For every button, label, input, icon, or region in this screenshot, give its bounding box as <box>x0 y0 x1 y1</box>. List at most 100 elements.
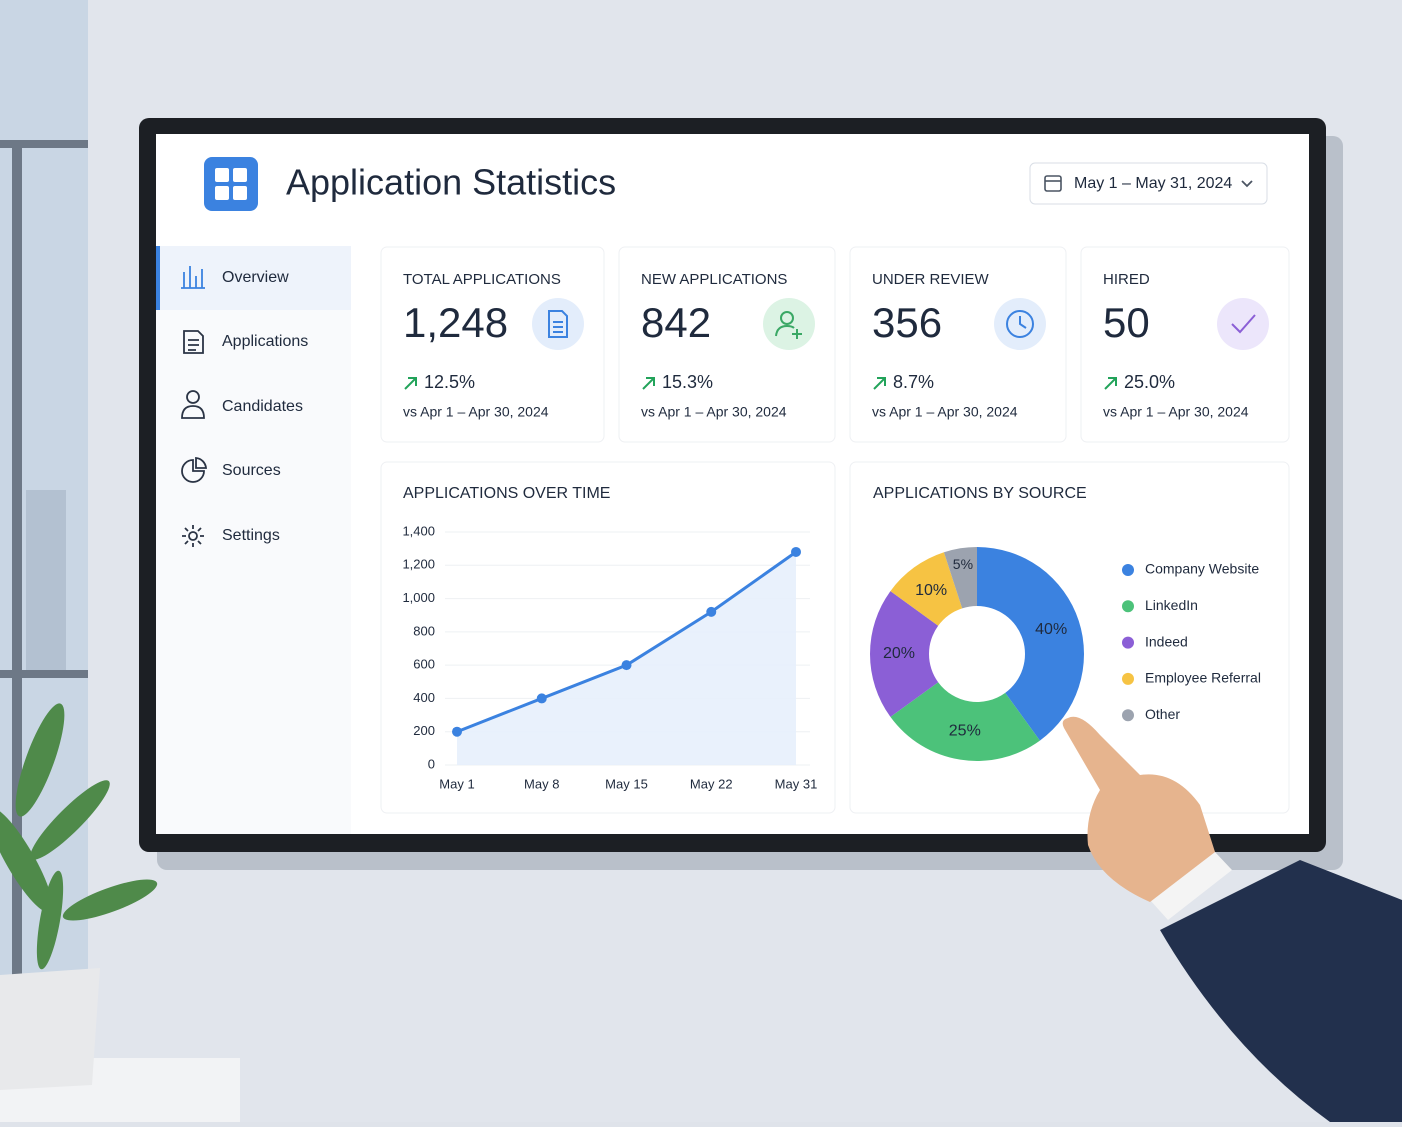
x-tick-label: May 22 <box>690 776 733 791</box>
stat-icon-glyph <box>775 311 802 339</box>
stat-comparison: vs Apr 1 – Apr 30, 2024 <box>641 404 787 420</box>
stat-change: 12.5% <box>424 372 475 392</box>
trend-arrow <box>404 377 417 390</box>
x-tick-label: May 8 <box>524 776 559 791</box>
stat-icon <box>1231 314 1256 334</box>
legend-swatch <box>1122 709 1134 722</box>
nav-item[interactable]: Overview <box>222 269 289 286</box>
stat-icon <box>775 311 802 339</box>
stat-icon <box>548 310 568 338</box>
trend-arrow <box>642 377 655 390</box>
x-tick-label: May 31 <box>775 776 818 791</box>
pie-slice <box>943 547 977 609</box>
stat-change: 8.7% <box>893 372 934 392</box>
nav-icon <box>181 457 207 483</box>
point <box>452 726 462 737</box>
date-range[interactable]: May 1 – May 31, 2024 <box>1074 175 1232 192</box>
window <box>0 0 88 1122</box>
nav-item[interactable]: Applications <box>222 333 308 350</box>
calendar-icon <box>1044 175 1062 192</box>
pie-slice <box>890 552 963 626</box>
chevron <box>1241 180 1253 188</box>
nav-item[interactable]: Settings <box>222 527 280 544</box>
stat-card <box>618 246 836 443</box>
pie-slice <box>977 547 1084 741</box>
stat-icon-glyph <box>548 310 568 338</box>
stat-card <box>380 246 605 443</box>
stat-icon-glyph <box>1006 310 1035 338</box>
point <box>621 660 632 671</box>
stat-comparison: vs Apr 1 – Apr 30, 2024 <box>872 404 1018 420</box>
slice-label: 10% <box>915 582 947 599</box>
pie-slice <box>890 682 1040 761</box>
stat-icon-glyph <box>1231 314 1256 334</box>
legend-swatch <box>1122 672 1134 685</box>
y-tick-label: 1,000 <box>402 590 435 605</box>
legend-label: LinkedIn <box>1145 597 1198 613</box>
nav-icon <box>181 390 205 419</box>
slice-label: 20% <box>883 645 915 662</box>
x-tick-label: May 15 <box>605 776 648 791</box>
stat-icon-bg <box>532 298 584 350</box>
y-tick-label: 800 <box>413 623 435 638</box>
point <box>706 606 717 617</box>
plant <box>0 703 240 1122</box>
y-tick-label: 400 <box>413 690 435 705</box>
point <box>791 546 801 557</box>
trend-arrow <box>1104 377 1117 390</box>
y-tick-label: 0 <box>428 756 435 771</box>
stat-label: UNDER REVIEW <box>872 271 990 288</box>
stat-change: 25.0% <box>1124 372 1175 392</box>
x-tick-label: May 1 <box>439 776 474 791</box>
nav-icon <box>181 266 205 289</box>
page-title: Application Statistics <box>286 162 616 203</box>
stat-change: 15.3% <box>662 372 713 392</box>
y-tick-label: 1,200 <box>402 557 435 572</box>
stat-label: NEW APPLICATIONS <box>641 271 787 288</box>
active-nav-bg <box>156 246 351 310</box>
stat-comparison: vs Apr 1 – Apr 30, 2024 <box>403 404 549 420</box>
stat-value: 1,248 <box>403 299 508 346</box>
nav-icon <box>182 525 204 547</box>
y-tick-label: 1,400 <box>402 523 435 538</box>
pie-slice <box>870 591 939 717</box>
slice-label: 25% <box>949 722 981 739</box>
trend-arrow <box>873 377 886 390</box>
nav-icon <box>183 330 204 354</box>
y-tick-label: 200 <box>413 723 435 738</box>
stat-icon-bg <box>1217 298 1269 350</box>
area <box>457 551 796 765</box>
stat-value: 50 <box>1103 299 1150 346</box>
sidebar <box>156 246 351 834</box>
slice-label: 40% <box>1035 621 1067 638</box>
stat-label: HIRED <box>1103 271 1150 288</box>
y-tick-label: 600 <box>413 657 435 672</box>
chart-title: APPLICATIONS BY SOURCE <box>873 485 1087 502</box>
legend-label: Employee Referral <box>1145 670 1261 686</box>
stat-value: 356 <box>872 299 942 346</box>
active-nav-bar <box>156 246 160 310</box>
chart-title: APPLICATIONS OVER TIME <box>403 485 610 502</box>
legend-label: Other <box>1145 706 1180 722</box>
stat-value: 842 <box>641 299 711 346</box>
stat-card <box>1080 246 1290 443</box>
date-picker[interactable]: May 1 – May 31, 2024 <box>1029 162 1268 205</box>
stat-card <box>849 246 1067 443</box>
charts: APPLICATIONS OVER TIME 0 200 400 600 800 1,000… <box>402 485 1260 791</box>
slice-label: 5% <box>953 556 973 572</box>
stat-label: TOTAL APPLICATIONS <box>403 271 561 288</box>
legend-label: Indeed <box>1145 633 1188 649</box>
legend-swatch <box>1122 636 1134 649</box>
stat-cards: TOTAL APPLICATIONS 1,248 12.5% vs Apr 1 – A… <box>380 246 1290 443</box>
date-picker-box[interactable] <box>1029 162 1268 205</box>
logo <box>204 157 258 211</box>
nav-item[interactable]: Sources <box>222 462 281 479</box>
nav: Overview Applications Candidates Sources Set… <box>181 266 308 547</box>
point <box>536 693 547 704</box>
hand <box>1062 716 1402 1122</box>
stat-comparison: vs Apr 1 – Apr 30, 2024 <box>1103 404 1249 420</box>
legend-swatch <box>1122 600 1134 613</box>
nav-item[interactable]: Candidates <box>222 398 303 415</box>
stat-icon <box>1006 310 1035 338</box>
